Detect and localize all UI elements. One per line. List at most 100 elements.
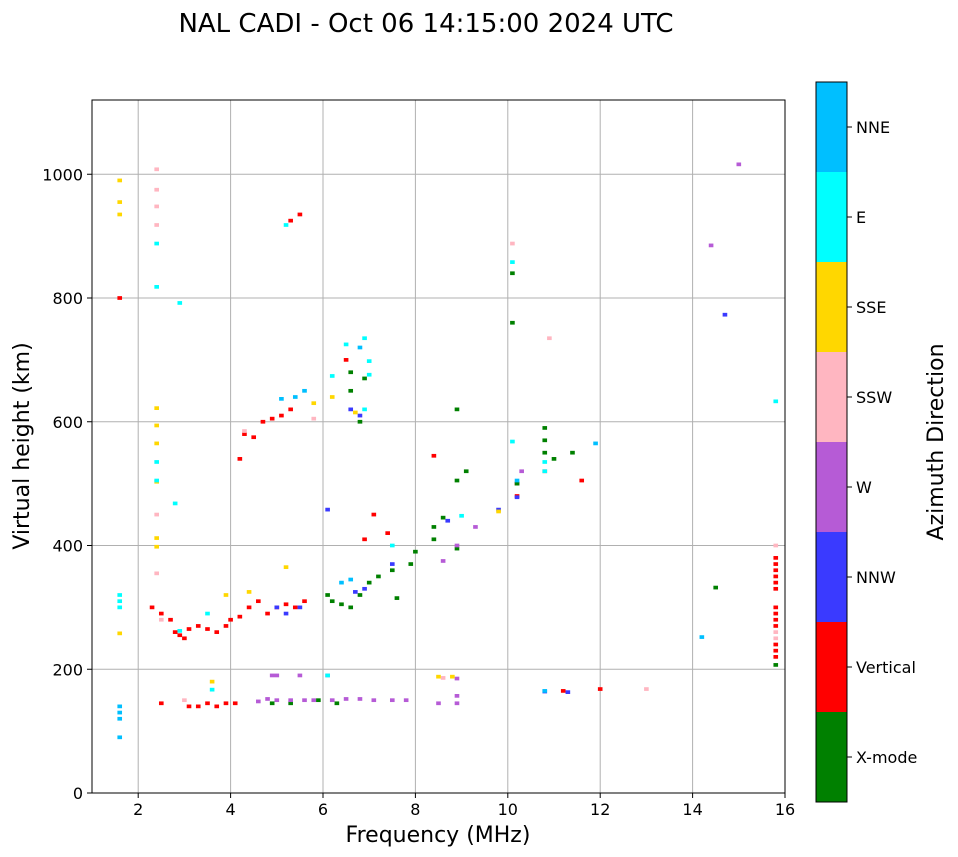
echo-x-mode [334,701,340,706]
echo-x-mode [357,419,363,424]
echo-nne [339,580,344,585]
echo-e [209,687,215,692]
y-axis-ticks: 0 200 400 600 800 1000 [42,165,92,803]
echo-ssw [773,636,779,641]
echo-vertical [362,537,367,542]
colorbar-frame [815,81,848,803]
echo-x-mode [408,562,414,566]
echo-x-mode [551,457,557,461]
echo-nne [302,388,307,393]
y-axis-label: Virtual height (km) [10,342,35,549]
echo-vertical [302,599,307,604]
echo-e [117,605,123,610]
echo-nne [292,395,298,399]
echo-vertical [773,574,779,579]
echo-x-mode [542,426,548,430]
echo-vertical [260,419,266,424]
y-tick-label: 800 [52,289,83,308]
colorbar-segment [816,712,847,802]
echo-vertical [773,580,779,585]
echo-w [403,698,409,703]
echo-e [177,301,183,305]
echo-x-mode [570,450,575,455]
colorbar-label: E [856,208,866,227]
echo-x-mode [454,407,460,412]
echo-ssw [547,336,552,341]
echo-nnw [357,413,363,418]
echo-x-mode [773,663,779,667]
echo-e [154,241,159,246]
echo-ssw [154,571,159,576]
echo-vertical [186,627,192,631]
echo-nne [699,635,705,639]
echo-vertical [265,611,270,616]
colorbar-label: Vertical [856,658,916,677]
echo-x-mode [394,596,400,600]
echo-e [117,593,123,597]
echo-nnw [348,407,354,412]
echo-x-mode [463,469,469,474]
x-tick-label: 6 [318,800,328,819]
x-tick-label: 4 [226,800,236,819]
echo-x-mode [348,388,354,393]
echo-sse [154,544,159,549]
echo-ssw [154,167,159,172]
echo-sse [436,674,441,679]
echo-vertical [773,655,779,659]
data-marks [117,162,779,740]
echo-x-mode [431,537,437,542]
echo-vertical [560,689,566,693]
echo-x-mode [510,320,515,325]
y-tick-label: 600 [52,413,83,432]
echo-vertical [149,605,155,610]
echo-vertical [773,648,779,653]
echo-w [436,701,441,706]
echo-x-mode [348,370,354,375]
echo-w [329,698,335,703]
echo-ssw [154,204,159,209]
echo-sse [311,401,317,406]
echo-ssw [773,543,779,548]
echo-vertical [431,453,437,458]
echo-w [297,673,303,678]
echo-w [454,676,460,681]
echo-vertical [214,630,220,634]
echo-vertical [773,642,779,647]
x-tick-label: 12 [590,800,610,819]
colorbar-segment [816,172,847,262]
echo-w [256,699,261,704]
echo-vertical [158,701,164,706]
colorbar-label: SSE [856,298,886,317]
echo-x-mode [288,701,293,706]
echo-sse [353,410,358,415]
echo-vertical [158,611,164,616]
echo-nne [348,577,354,582]
echo-vertical [205,627,210,631]
echo-sse [283,565,289,570]
echo-ssw [440,676,446,680]
echo-sse [117,212,123,217]
echo-nnw [722,312,728,317]
x-axis-label: Frequency (MHz) [346,823,531,848]
echo-e [366,372,372,377]
echo-sse [496,509,501,514]
echo-vertical [228,617,233,622]
echo-vertical [773,617,779,622]
echo-x-mode [454,546,460,551]
echo-e [325,673,330,678]
echo-vertical [343,358,349,362]
echo-nnw [274,605,280,610]
echo-e [154,285,159,289]
echo-e [362,336,367,341]
echo-w [519,469,524,474]
echo-x-mode [431,525,437,529]
echo-w [454,701,460,706]
echo-e [542,469,548,474]
echo-e [389,543,395,548]
echo-e [154,460,159,464]
echo-vertical [283,602,289,607]
echo-vertical [214,704,220,709]
echo-nnw [325,507,330,512]
echo-e [283,223,289,227]
echo-vertical [773,586,779,591]
